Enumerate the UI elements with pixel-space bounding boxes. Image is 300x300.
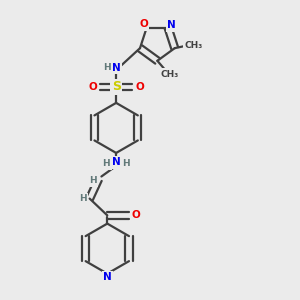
Text: N: N — [103, 272, 112, 283]
Text: H: H — [79, 194, 87, 203]
Text: N: N — [167, 20, 176, 30]
Text: O: O — [135, 82, 144, 92]
Text: H: H — [103, 63, 111, 72]
Text: CH₃: CH₃ — [160, 70, 178, 79]
Text: S: S — [112, 80, 121, 93]
Text: H: H — [103, 159, 110, 168]
Text: N: N — [112, 63, 121, 73]
Text: N: N — [112, 158, 121, 167]
Text: H: H — [89, 176, 96, 185]
Text: CH₃: CH₃ — [185, 41, 203, 50]
Text: O: O — [88, 82, 97, 92]
Text: O: O — [132, 210, 140, 220]
Text: O: O — [139, 19, 148, 29]
Text: H: H — [122, 159, 130, 168]
